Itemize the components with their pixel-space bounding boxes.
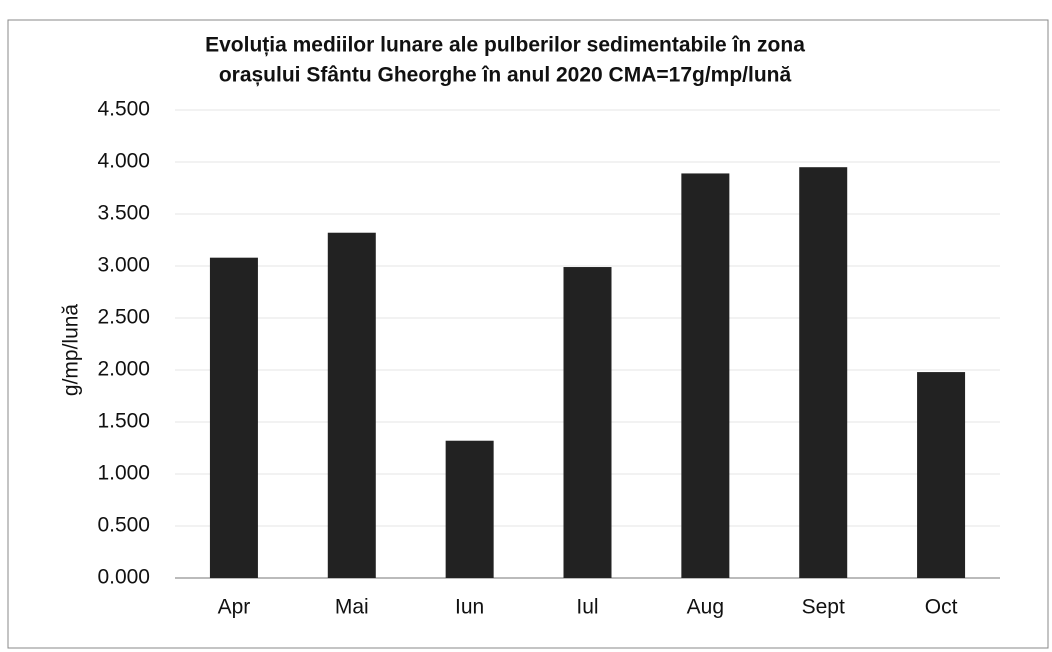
chart-title: orașului Sfântu Gheorghe în anul 2020 CM… bbox=[219, 64, 792, 87]
y-axis-label: g/mp/lună bbox=[60, 304, 83, 397]
x-tick-label: Sept bbox=[802, 596, 845, 619]
bar bbox=[445, 440, 494, 578]
y-tick-label: 2.500 bbox=[97, 306, 150, 329]
chart-title: Evoluția mediilor lunare ale pulberilor … bbox=[205, 34, 805, 57]
bar bbox=[209, 257, 258, 578]
y-tick-label: 4.500 bbox=[97, 98, 150, 121]
x-tick-label: Apr bbox=[218, 596, 251, 619]
y-tick-label: 0.000 bbox=[97, 566, 150, 589]
bar bbox=[681, 173, 730, 578]
x-tick-label: Aug bbox=[687, 596, 724, 619]
x-tick-label: Mai bbox=[335, 596, 369, 619]
chart-frame bbox=[7, 19, 1049, 649]
bar bbox=[917, 372, 966, 578]
y-tick-label: 3.000 bbox=[97, 254, 150, 277]
y-tick-label: 1.500 bbox=[97, 410, 150, 433]
x-tick-label: Oct bbox=[925, 596, 958, 619]
bar bbox=[799, 167, 848, 578]
y-tick-label: 4.000 bbox=[97, 150, 150, 173]
y-tick-label: 1.000 bbox=[97, 462, 150, 485]
x-tick-label: Iul bbox=[576, 596, 598, 619]
y-tick-label: 0.500 bbox=[97, 514, 150, 537]
x-tick-label: Iun bbox=[455, 596, 484, 619]
bar bbox=[327, 232, 376, 578]
y-tick-label: 3.500 bbox=[97, 202, 150, 225]
bar bbox=[563, 267, 612, 578]
y-tick-label: 2.000 bbox=[97, 358, 150, 381]
